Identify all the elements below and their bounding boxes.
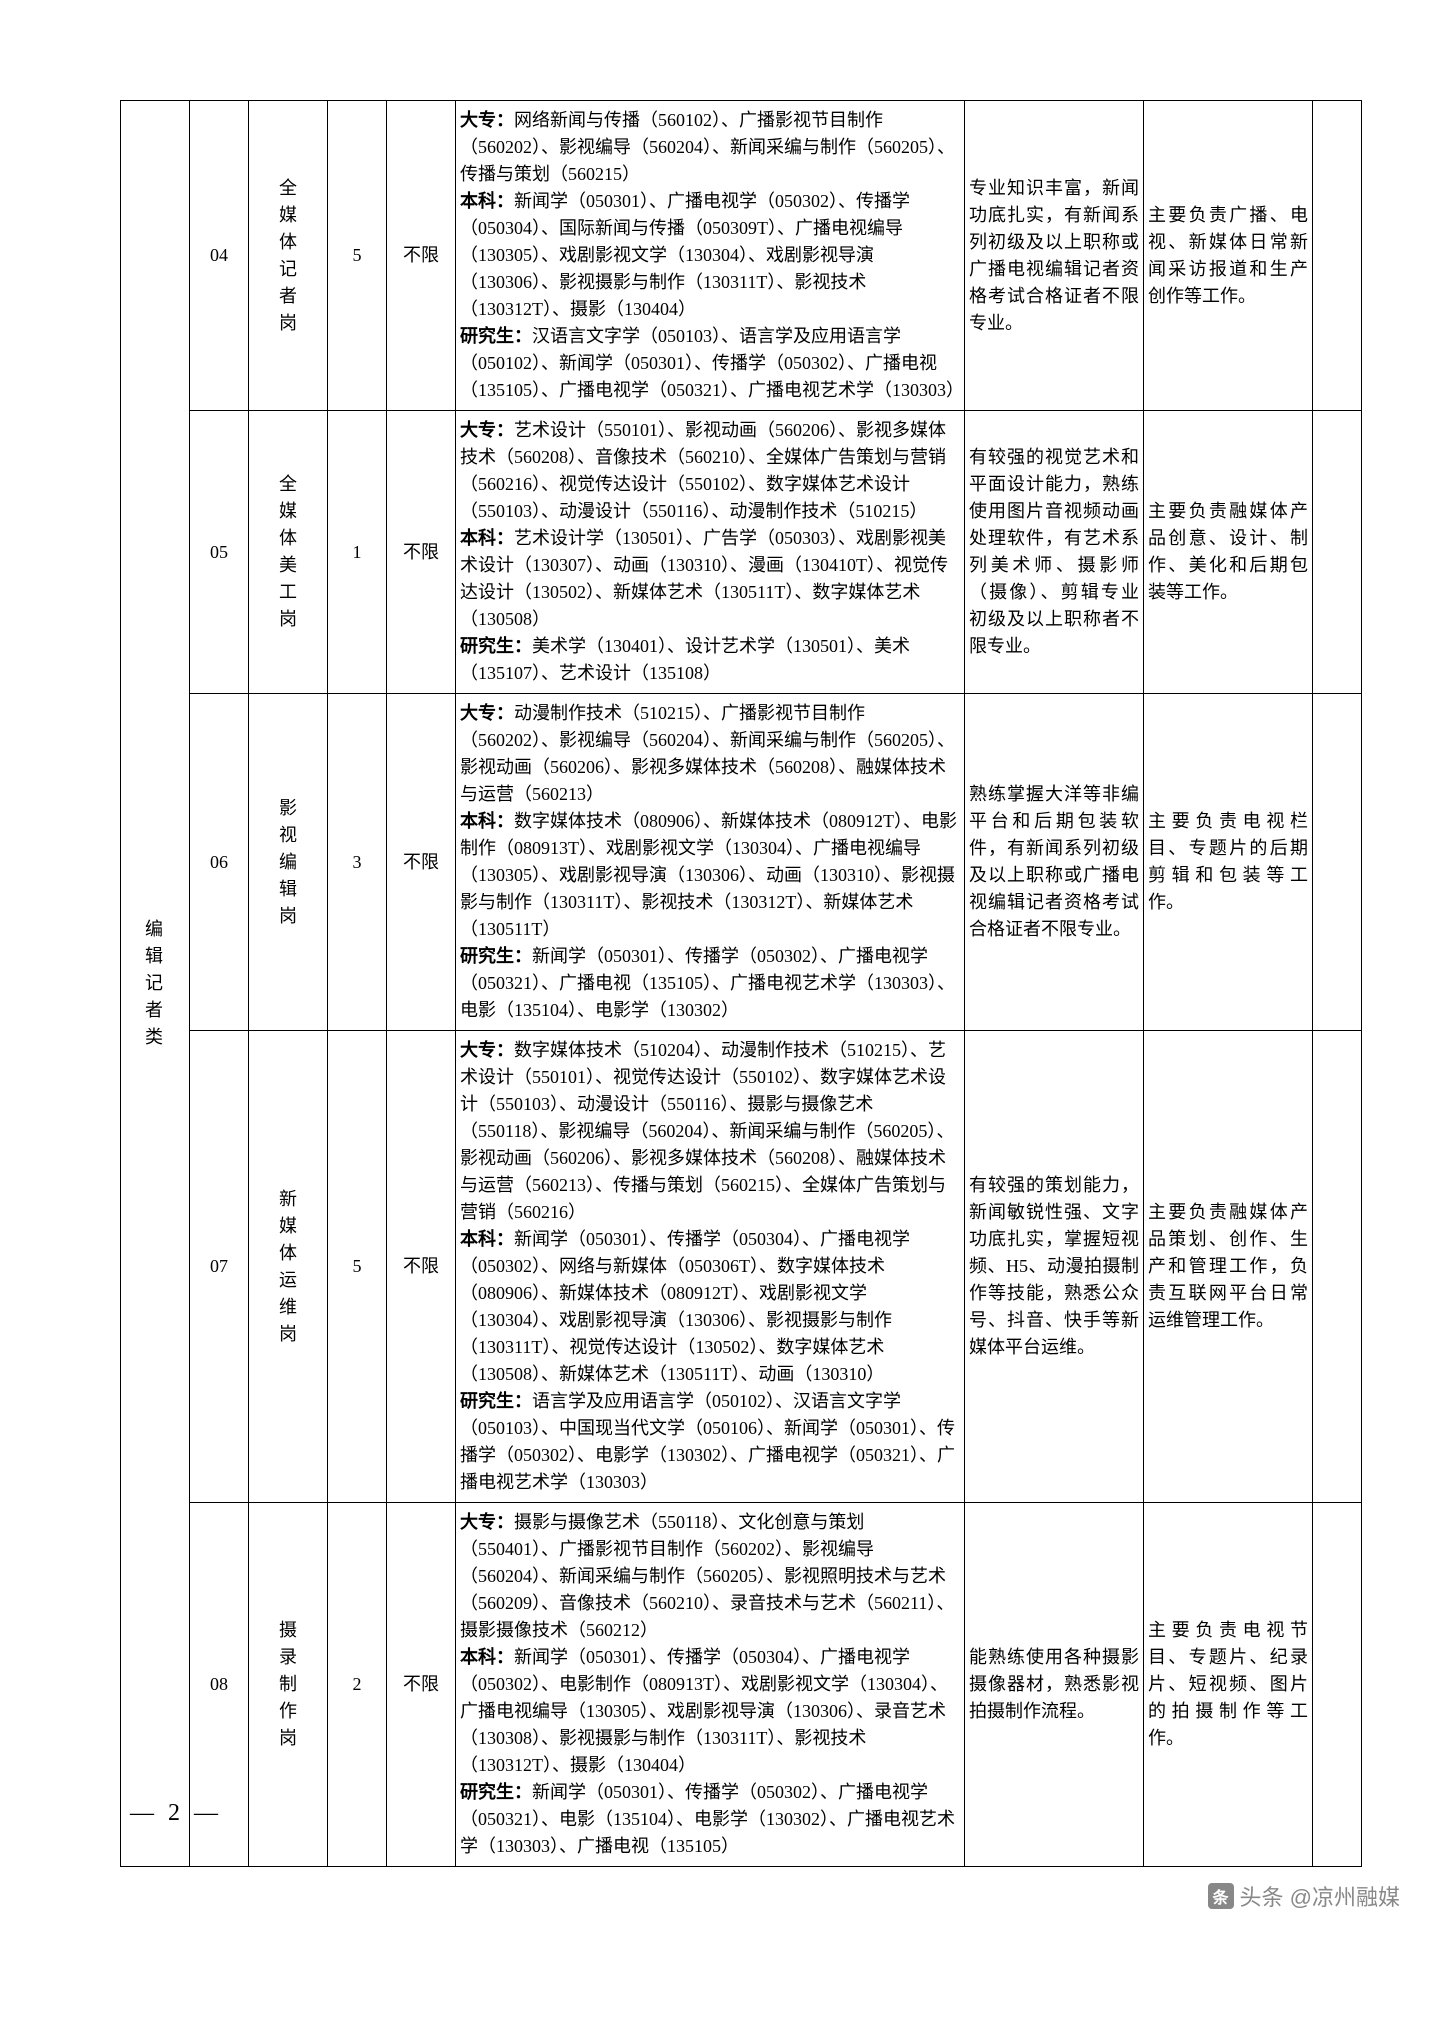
requirement: 熟练掌握大洋等非编平台和后期包装软件，有新闻系列初级及以上职称或广播电视编辑记者… — [965, 694, 1144, 1031]
row-num: 07 — [190, 1031, 249, 1503]
age: 不限 — [387, 411, 456, 694]
age: 不限 — [387, 101, 456, 411]
post-name: 摄录制作岗 — [249, 1503, 328, 1867]
duty: 主要负责电视栏目、专题片的后期剪辑和包装等工作。 — [1144, 694, 1313, 1031]
empty-cell — [1313, 694, 1362, 1031]
row-num: 04 — [190, 101, 249, 411]
empty-cell — [1313, 1031, 1362, 1503]
major: 大专：艺术设计（550101）、影视动画（560206）、影视多媒体技术（560… — [456, 411, 965, 694]
post-name: 新媒体运维岗 — [249, 1031, 328, 1503]
count: 1 — [328, 411, 387, 694]
page-number: — 2 — — [130, 1800, 222, 1827]
major: 大专：动漫制作技术（510215）、广播影视节目制作（560202）、影视编导（… — [456, 694, 965, 1031]
post-name: 全媒体记者岗 — [249, 101, 328, 411]
duty: 主要负责电视节目、专题片、纪录片、短视频、图片的拍摄制作等工作。 — [1144, 1503, 1313, 1867]
age: 不限 — [387, 1031, 456, 1503]
duty: 主要负责融媒体产品创意、设计、制作、美化和后期包装等工作。 — [1144, 411, 1313, 694]
major: 大专：摄影与摄像艺术（550118）、文化创意与策划（550401）、广播影视节… — [456, 1503, 965, 1867]
row-num: 05 — [190, 411, 249, 694]
empty-cell — [1313, 411, 1362, 694]
duty: 主要负责融媒体产品策划、创作、生产和管理工作，负责互联网平台日常运维管理工作。 — [1144, 1031, 1313, 1503]
empty-cell — [1313, 101, 1362, 411]
duty: 主要负责广播、电视、新媒体日常新闻采访报道和生产创作等工作。 — [1144, 101, 1313, 411]
watermark: 条 头条 @凉州融媒 — [1208, 1880, 1400, 1912]
job-table: 编辑记者类04全媒体记者岗5不限大专：网络新闻与传播（560102）、广播影视节… — [120, 100, 1362, 1867]
age: 不限 — [387, 1503, 456, 1867]
major: 大专：网络新闻与传播（560102）、广播影视节目制作（560202）、影视编导… — [456, 101, 965, 411]
requirement: 有较强的视觉艺术和平面设计能力，熟练使用图片音视频动画处理软件，有艺术系列美术师… — [965, 411, 1144, 694]
post-name: 全媒体美工岗 — [249, 411, 328, 694]
count: 3 — [328, 694, 387, 1031]
major: 大专：数字媒体技术（510204）、动漫制作技术（510215）、艺术设计（55… — [456, 1031, 965, 1503]
watermark-icon: 条 — [1208, 1883, 1234, 1909]
watermark-text: 头条 @凉州融媒 — [1240, 1880, 1400, 1912]
age: 不限 — [387, 694, 456, 1031]
empty-cell — [1313, 1503, 1362, 1867]
requirement: 有较强的策划能力，新闻敏锐性强、文字功底扎实，掌握短视频、H5、动漫拍摄制作等技… — [965, 1031, 1144, 1503]
requirement: 专业知识丰富，新闻功底扎实，有新闻系列初级及以上职称或广播电视编辑记者资格考试合… — [965, 101, 1144, 411]
post-name: 影视编辑岗 — [249, 694, 328, 1031]
count: 2 — [328, 1503, 387, 1867]
requirement: 能熟练使用各种摄影摄像器材，熟悉影视拍摄制作流程。 — [965, 1503, 1144, 1867]
row-num: 06 — [190, 694, 249, 1031]
count: 5 — [328, 101, 387, 411]
count: 5 — [328, 1031, 387, 1503]
category-cell: 编辑记者类 — [121, 101, 190, 1867]
